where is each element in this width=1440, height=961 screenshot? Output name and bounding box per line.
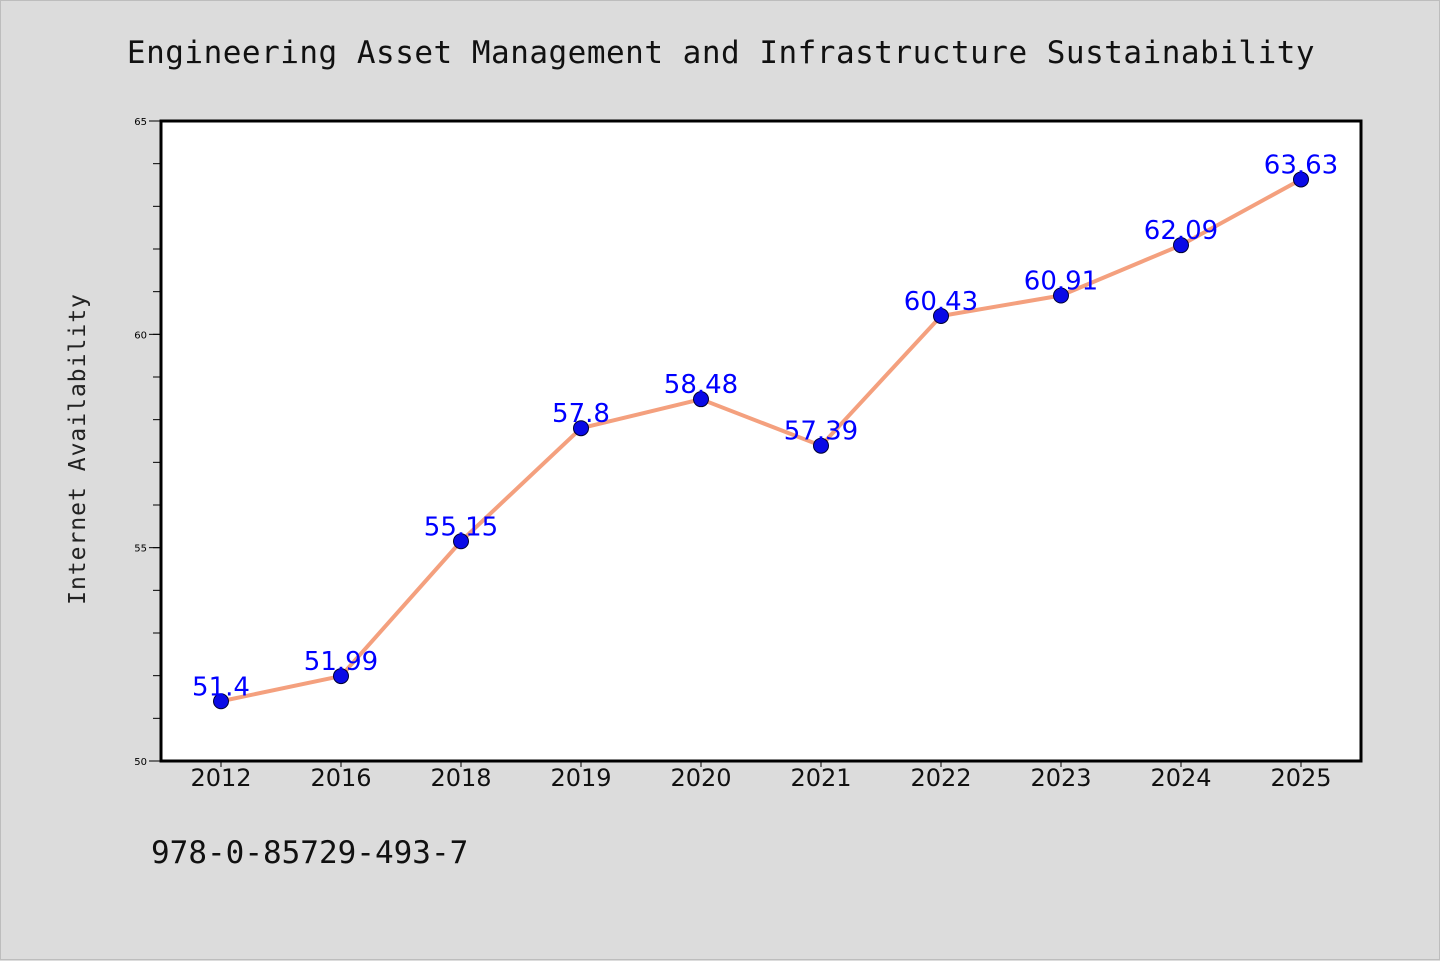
data-point — [333, 668, 349, 685]
x-tick-label: 2020 — [670, 764, 731, 792]
data-label: 57.8 — [552, 399, 610, 429]
data-point — [573, 420, 589, 437]
data-label: 60.91 — [1024, 267, 1098, 297]
data-label: 57.39 — [784, 417, 858, 447]
x-tick-label: 2023 — [1030, 764, 1091, 792]
data-point — [1293, 171, 1309, 188]
y-tick-label: 60 — [134, 330, 147, 341]
plot-border — [159, 119, 1363, 763]
x-tick-label: 2025 — [1270, 764, 1331, 792]
data-point — [1053, 287, 1069, 304]
x-tick-label: 2024 — [1150, 764, 1211, 792]
data-point — [813, 437, 829, 454]
x-tick-label: 2016 — [310, 764, 371, 792]
data-point — [213, 693, 229, 710]
data-label: 62.09 — [1144, 216, 1218, 246]
series-line — [219, 177, 1303, 704]
y-tick-label: 65 — [134, 117, 147, 128]
x-tick-label: 2021 — [790, 764, 851, 792]
y-tick-label: 50 — [134, 757, 147, 768]
y-tick-label: 55 — [134, 544, 147, 555]
x-tick-label: 2012 — [190, 764, 251, 792]
data-label: 60.43 — [904, 287, 978, 317]
data-label: 55.15 — [424, 512, 498, 542]
data-label: 58.48 — [664, 370, 738, 400]
data-label: 51.4 — [192, 672, 250, 702]
data-point — [693, 391, 709, 408]
data-point — [453, 533, 469, 550]
chart-title: Engineering Asset Management and Infrast… — [126, 35, 1316, 71]
x-tick-label: 2019 — [550, 764, 611, 792]
footer-code: 978-0-85729-493-7 — [151, 835, 469, 871]
data-label: 51.99 — [304, 647, 378, 677]
x-tick-label: 2018 — [430, 764, 491, 792]
data-point — [933, 307, 949, 324]
data-label: 63.63 — [1264, 150, 1338, 180]
data-point — [1173, 237, 1189, 254]
x-tick-label: 2022 — [910, 764, 971, 792]
